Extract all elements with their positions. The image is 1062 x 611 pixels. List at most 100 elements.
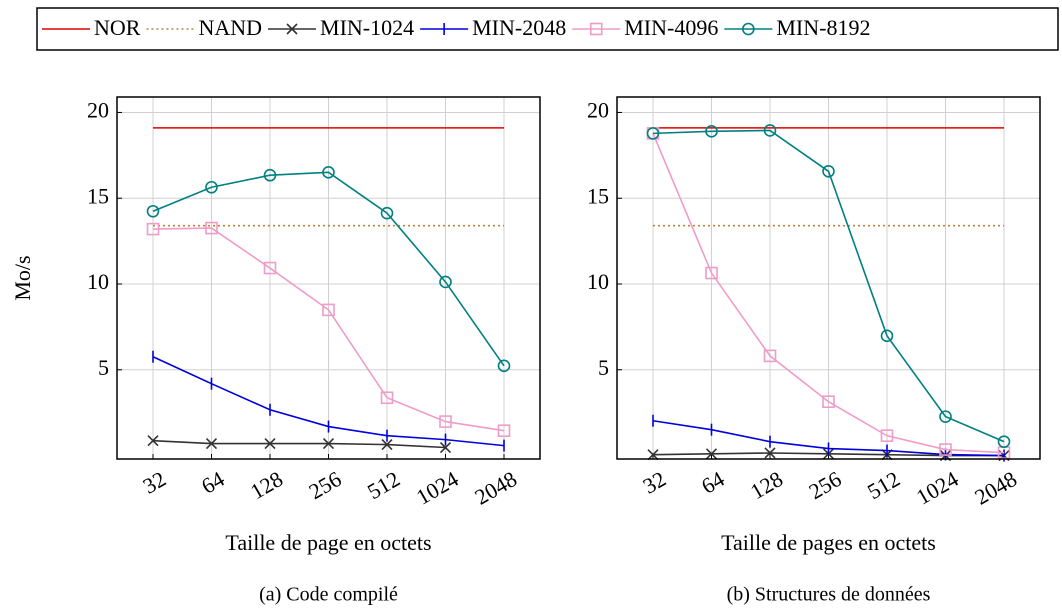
y-tick-label: 20 bbox=[587, 97, 609, 122]
y-tick-label: 20 bbox=[87, 97, 109, 122]
marker bbox=[497, 359, 511, 373]
marker-x bbox=[705, 448, 718, 460]
marker bbox=[322, 437, 335, 450]
marker-square bbox=[939, 443, 952, 456]
marker bbox=[997, 435, 1011, 448]
marker bbox=[380, 206, 394, 220]
marker bbox=[742, 22, 755, 36]
marker bbox=[263, 261, 277, 275]
marker-circle bbox=[497, 359, 511, 373]
marker-square bbox=[497, 424, 511, 437]
marker-square bbox=[380, 391, 394, 405]
marker bbox=[880, 429, 894, 442]
marker-x bbox=[381, 439, 393, 451]
legend-label: MIN-1024 bbox=[320, 15, 414, 40]
marker-square bbox=[589, 22, 603, 36]
legend-box bbox=[36, 7, 1059, 51]
marker-square bbox=[705, 266, 718, 280]
y-tick-label: 15 bbox=[87, 183, 109, 208]
x-tick-label: 64 bbox=[697, 466, 729, 499]
marker bbox=[647, 449, 659, 461]
marker bbox=[205, 180, 218, 194]
x-tick-label: 128 bbox=[746, 466, 787, 504]
marker bbox=[264, 437, 276, 450]
x-tick-label: 2048 bbox=[470, 466, 521, 510]
marker bbox=[381, 439, 393, 451]
marker bbox=[705, 266, 718, 280]
marker bbox=[705, 125, 718, 138]
legend-label: MIN-8192 bbox=[776, 15, 870, 40]
legend-label: NOR bbox=[94, 15, 141, 40]
series-line bbox=[652, 133, 1005, 454]
marker-circle bbox=[763, 124, 777, 137]
plot-frame bbox=[116, 96, 541, 460]
marker bbox=[286, 23, 298, 35]
marker-square bbox=[439, 415, 452, 428]
marker-square bbox=[322, 303, 335, 317]
marker-circle bbox=[263, 168, 277, 182]
series-line bbox=[652, 129, 1005, 443]
y-tick-label: 15 bbox=[587, 183, 609, 208]
marker bbox=[764, 447, 776, 459]
marker-square bbox=[880, 429, 894, 442]
marker-circle bbox=[646, 127, 660, 140]
plot-frame bbox=[616, 96, 1041, 460]
marker-x bbox=[764, 447, 776, 459]
marker bbox=[439, 275, 452, 289]
marker bbox=[705, 448, 718, 460]
x-tick-label: 64 bbox=[197, 466, 229, 499]
series-line bbox=[152, 171, 505, 367]
marker bbox=[763, 124, 777, 137]
marker bbox=[263, 168, 277, 182]
marker-circle bbox=[439, 275, 452, 289]
series-line bbox=[152, 439, 446, 449]
marker bbox=[146, 222, 160, 236]
marker bbox=[497, 424, 511, 437]
marker-x bbox=[439, 441, 452, 454]
marker bbox=[880, 329, 894, 343]
marker bbox=[146, 204, 160, 218]
marker bbox=[380, 391, 394, 405]
marker-circle bbox=[146, 204, 160, 218]
marker-circle bbox=[880, 329, 894, 343]
marker-x bbox=[205, 437, 218, 450]
marker bbox=[822, 164, 835, 178]
marker bbox=[822, 395, 835, 408]
marker bbox=[322, 303, 335, 317]
x-axis-label: Taille de pages en octets bbox=[721, 530, 936, 555]
legend-label: MIN-2048 bbox=[472, 15, 566, 40]
marker-x bbox=[647, 449, 659, 461]
x-tick-label: 1024 bbox=[412, 466, 463, 510]
marker bbox=[205, 437, 218, 450]
marker bbox=[147, 435, 159, 447]
x-tick-label: 256 bbox=[804, 466, 845, 504]
marker bbox=[439, 441, 452, 454]
marker-circle bbox=[997, 435, 1011, 448]
marker bbox=[763, 349, 777, 363]
marker-circle bbox=[939, 410, 952, 423]
legend-label: NAND bbox=[198, 15, 262, 40]
x-tick-label: 512 bbox=[863, 466, 904, 504]
marker-square bbox=[205, 221, 218, 235]
marker bbox=[439, 415, 452, 428]
marker-square bbox=[146, 222, 160, 236]
series-line bbox=[152, 227, 505, 432]
marker bbox=[205, 221, 218, 235]
y-tick-label: 5 bbox=[98, 355, 109, 380]
marker-circle bbox=[205, 180, 218, 194]
x-tick-label: 32 bbox=[138, 466, 170, 499]
x-tick-label: 256 bbox=[304, 466, 345, 504]
x-tick-label: 128 bbox=[246, 466, 287, 504]
marker-x bbox=[147, 435, 159, 447]
marker-circle bbox=[380, 206, 394, 220]
marker-square bbox=[763, 349, 777, 363]
y-tick-label: 10 bbox=[87, 269, 109, 294]
x-tick-label: 512 bbox=[363, 466, 404, 504]
marker-x bbox=[322, 437, 335, 450]
marker bbox=[939, 443, 952, 456]
marker bbox=[589, 22, 603, 36]
marker-square bbox=[263, 261, 277, 275]
caption: (b) Structures de données bbox=[727, 584, 931, 606]
